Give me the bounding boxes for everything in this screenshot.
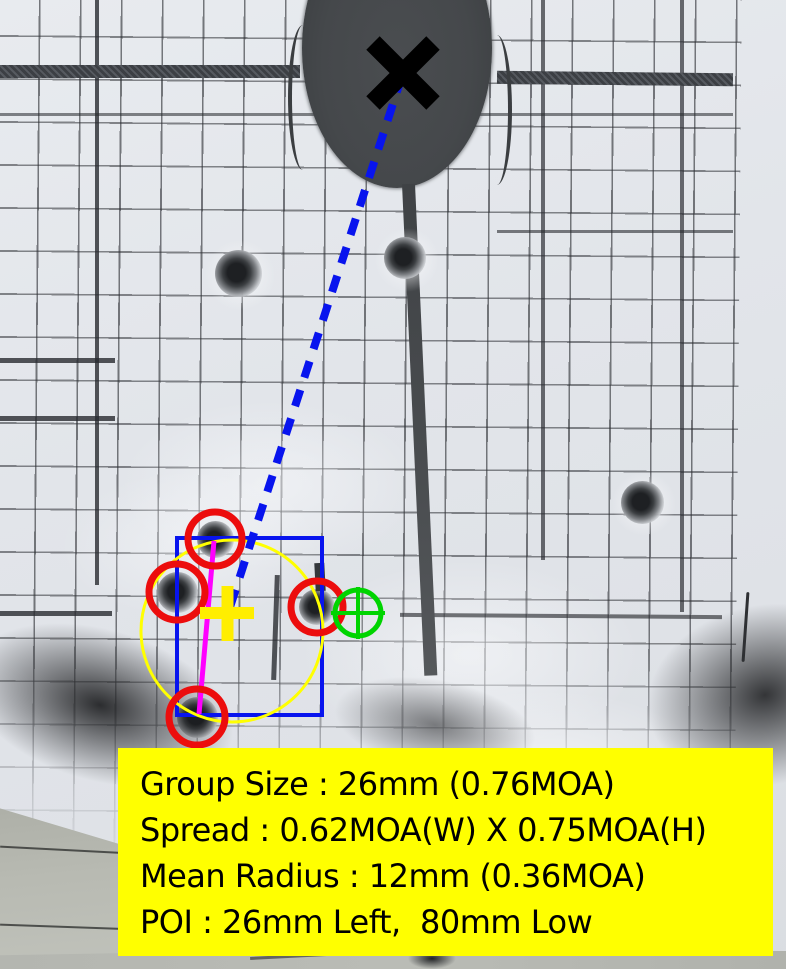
crosshair-band-right <box>496 70 734 87</box>
bullet-hole-group[interactable] <box>299 589 335 625</box>
bullseye-bracket-left <box>288 25 318 170</box>
grid-bold-line <box>497 230 733 233</box>
grid-bold-line <box>541 0 545 560</box>
stat-spread: Spread : 0.62MOA(W) X 0.75MOA(H) <box>140 811 707 849</box>
bullet-hole[interactable] <box>215 250 262 297</box>
grid-bold-line <box>95 0 99 585</box>
stats-panel: Group Size : 26mm (0.76MOA) Spread : 0.6… <box>118 748 773 956</box>
grid-bold-line <box>680 0 684 612</box>
paper-tear-mark <box>314 562 326 592</box>
stat-group-size: Group Size : 26mm (0.76MOA) <box>140 765 615 803</box>
crosshair-band-left <box>0 65 300 78</box>
bullet-hole-group[interactable] <box>157 572 198 613</box>
stat-poi: POI : 26mm Left, 80mm Low <box>140 903 593 941</box>
grid-bold-line <box>0 358 115 363</box>
bullet-hole[interactable] <box>621 481 664 524</box>
bullseye-bracket-right <box>482 35 512 185</box>
bullet-hole-group[interactable] <box>197 521 234 558</box>
grid-bold-line <box>0 416 115 421</box>
bullet-hole[interactable] <box>384 237 426 279</box>
stat-mean-radius: Mean Radius : 12mm (0.36MOA) <box>140 857 646 895</box>
